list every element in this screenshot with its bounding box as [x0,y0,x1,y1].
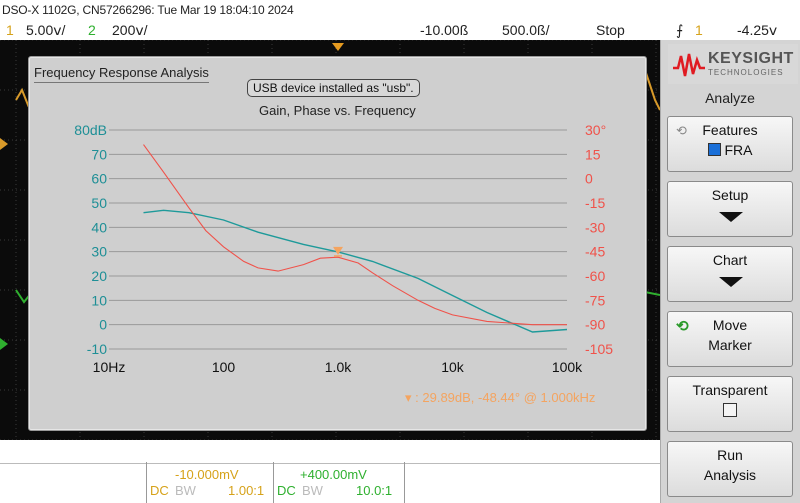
marker-readout-value: 29.89dB, -48.44° @ 1.000kHz [422,390,596,405]
y-left-tick-label: 0 [99,317,107,333]
brand-name: KEYSIGHT [708,50,794,67]
y-left-tick-label: 50 [91,195,107,211]
trigger-channel[interactable]: 1 [695,22,703,38]
scope-title: DSO-X 1102G, CN57266296: Tue Mar 19 18:0… [2,3,294,17]
transparent-checkbox[interactable] [723,403,737,417]
y-right-tick-label: 15 [585,146,601,162]
y-right-tick-label: -45 [585,244,605,260]
transparent-button[interactable]: Transparent [667,376,793,432]
y-right-tick-label: -90 [585,317,605,333]
x-tick-label: 100 [212,359,236,375]
x-tick-label: 1.0k [325,359,352,375]
features-label: Features [702,122,758,138]
fra-panel-title: Frequency Response Analysis [34,65,209,83]
keysight-wave-icon [673,53,705,77]
ch1-offset: -10.000mV [175,467,239,482]
setup-label: Setup [711,187,749,203]
y-left-tick-label: 80dB [74,122,107,138]
y-left-tick-label: 60 [91,171,107,187]
ch1-trace-right [644,69,660,111]
move-marker-button[interactable]: ⟲ Move Marker [667,311,793,367]
ch1-bw: BW [175,483,196,498]
x-tick-label: 10Hz [93,359,126,375]
ch2-bw: BW [302,483,323,498]
rotate-knob-icon: ⟲ [676,123,687,138]
fra-panel: Frequency Response Analysis USB device i… [28,56,647,431]
phase-series-line [143,144,567,326]
trigger-level[interactable]: -4.25ⅴ [737,22,778,38]
x-tick-label: 100k [552,359,583,375]
ch2-probe: 10.0:1 [356,483,393,498]
y-right-tick-label: 0 [585,171,593,187]
ch1-scale[interactable]: 5.00ⅴ/ [26,22,66,38]
green-knob-icon: ⟲ [676,318,689,335]
marker-readout-icon: ▾ : [405,390,419,405]
ch1-number[interactable]: 1 [6,22,14,38]
time-scale[interactable]: 500.0ß/ [502,22,550,38]
channel-info-bar: -10.000mV DC BW 1.00:1 +400.00mV DC BW 1… [0,440,660,503]
y-left-tick-label: -10 [87,341,107,357]
y-right-tick-label: -30 [585,219,605,235]
marker-label: Marker [708,337,752,353]
status-bar: DSO-X 1102G, CN57266296: Tue Mar 19 18:0… [0,0,800,20]
y-left-tick-label: 20 [91,268,107,284]
brand-sub: TECHNOLOGIES [708,68,784,77]
run-state[interactable]: Stop [596,22,625,38]
usb-notice: USB device installed as "usb". [247,79,420,97]
ch1-info-box[interactable] [146,462,274,503]
chart-button[interactable]: Chart [667,246,793,302]
fra-chart[interactable]: 80dB 30° 70 15 60 0 50 -15 40 -30 30 -45 20 -60 10 -75 0… [29,57,646,430]
ch2-coupling: DC [277,483,296,498]
y-right-tick-label: -60 [585,268,605,284]
ch2-trace-right [644,291,660,296]
marker-readout: ▾ : 29.89dB, -48.44° @ 1.000kHz [405,390,595,406]
y-left-tick-label: 40 [91,219,107,235]
submenu-arrow-icon [719,212,743,222]
ch2-info-box[interactable] [272,462,405,503]
run-analysis-button[interactable]: Run Analysis [667,441,793,497]
y-right-tick-label: -75 [585,292,605,308]
menu-title: Analyze [705,90,755,106]
ch1-probe: 1.00:1 [228,483,265,498]
features-value: FRA [668,142,792,158]
y-right-tick-label: 30° [585,122,606,138]
run-label: Run [717,447,743,463]
chart-label: Chart [712,252,748,268]
ch2-offset: +400.00mV [300,467,367,482]
ch2-scale[interactable]: 200ⅴ/ [112,22,148,38]
channel-row: 1 5.00ⅴ/ 2 200ⅴ/ -10.00ß 500.0ß/ Stop ⨍ … [0,20,800,40]
y-left-tick-label: 70 [91,146,107,162]
analysis-label: Analysis [703,467,757,483]
features-button[interactable]: ⟲ Features FRA [667,116,793,172]
y-left-tick-label: 30 [91,244,107,260]
y-right-tick-label: -15 [585,195,605,211]
ch2-ground-marker[interactable] [0,338,8,350]
features-value-text: FRA [724,142,753,158]
y-right-tick-label: -105 [585,341,613,357]
setup-button[interactable]: Setup [667,181,793,237]
divider [0,463,660,464]
trigger-position-marker[interactable] [332,43,344,51]
ch2-number[interactable]: 2 [88,22,96,38]
submenu-arrow-icon [719,277,743,287]
time-delay[interactable]: -10.00ß [420,22,469,38]
marker-point [333,246,343,255]
move-label: Move [712,317,748,333]
trigger-edge-icon: ⨍ [676,22,684,38]
x-tick-label: 10k [441,359,465,375]
ch1-ground-marker[interactable] [0,138,8,150]
fra-checkbox-icon [707,143,721,156]
chart-subtitle: Gain, Phase vs. Frequency [259,103,416,118]
gain-series-line [143,209,568,333]
ch1-coupling: DC [150,483,169,498]
transparent-label: Transparent [692,382,768,398]
y-left-tick-label: 10 [91,292,107,308]
keysight-logo: KEYSIGHT TECHNOLOGIES [668,44,798,84]
